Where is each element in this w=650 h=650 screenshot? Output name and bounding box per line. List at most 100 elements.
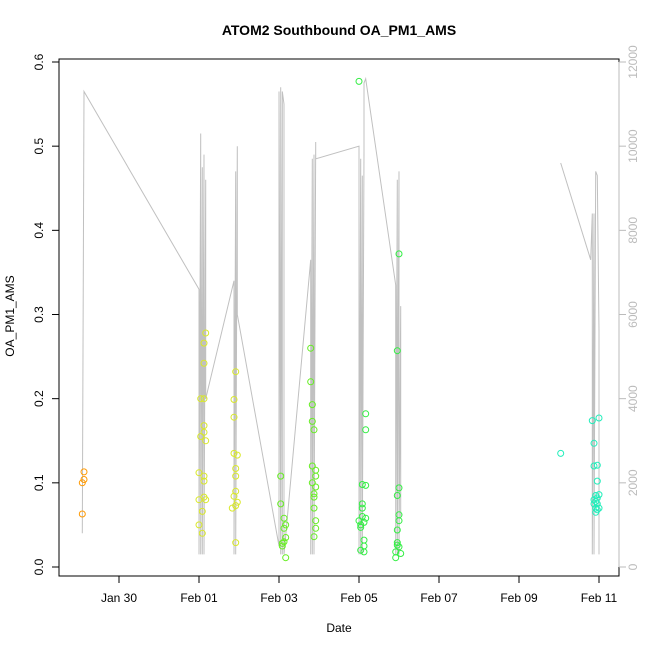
y2-axis: 0 2000 4000 6000 8000 10000 12000 xyxy=(618,45,640,570)
data-point xyxy=(233,451,241,459)
data-point xyxy=(280,538,288,546)
data-point xyxy=(78,479,86,487)
x-tick-label: Feb 03 xyxy=(260,591,298,605)
data-point xyxy=(230,396,238,403)
data-point xyxy=(200,477,208,485)
y2-tick-label: 0 xyxy=(626,563,640,570)
data-point xyxy=(232,368,240,376)
data-point xyxy=(197,433,205,440)
data-point xyxy=(362,410,370,418)
data-point xyxy=(282,521,290,529)
data-point xyxy=(232,487,240,495)
data-point xyxy=(233,498,241,506)
y-tick-label: 0.4 xyxy=(32,222,46,239)
data-point xyxy=(395,517,403,525)
data-point xyxy=(202,329,210,337)
data-point xyxy=(362,481,370,489)
data-point xyxy=(593,506,601,514)
data-point xyxy=(355,517,363,525)
data-point xyxy=(392,554,400,562)
data-point xyxy=(310,504,318,512)
data-point xyxy=(80,476,88,483)
data-point xyxy=(230,449,238,457)
data-point xyxy=(232,502,240,510)
data-point xyxy=(357,523,365,531)
data-point xyxy=(307,344,315,352)
data-point xyxy=(200,422,208,430)
data-point xyxy=(590,462,598,470)
x-tick-label: Feb 07 xyxy=(420,591,458,605)
data-point xyxy=(282,554,290,562)
data-point xyxy=(308,462,316,470)
data-point xyxy=(595,504,603,512)
data-point xyxy=(395,543,403,551)
data-point xyxy=(280,524,288,532)
x-tick-label: Feb 09 xyxy=(500,591,538,605)
data-point xyxy=(312,472,320,480)
data-point xyxy=(230,492,238,500)
data-point xyxy=(308,401,316,409)
y-tick-label: 0.0 xyxy=(32,558,46,575)
data-point xyxy=(200,428,208,436)
data-point xyxy=(282,534,290,541)
data-point xyxy=(195,469,203,477)
y-tick-label: 0.2 xyxy=(32,390,46,407)
data-point xyxy=(310,490,318,498)
y-tick-label: 0.1 xyxy=(32,474,46,491)
x-tick-label: Jan 30 xyxy=(101,591,137,605)
y-tick-label: 0.6 xyxy=(32,53,46,70)
data-point xyxy=(232,472,240,480)
data-point xyxy=(592,504,600,512)
x-tick-label: Feb 05 xyxy=(340,591,378,605)
data-point xyxy=(395,484,403,492)
y2-tick-label: 6000 xyxy=(626,301,640,328)
x-tick-label: Feb 11 xyxy=(581,591,618,605)
y-tick-label: 0.3 xyxy=(32,306,46,323)
data-point xyxy=(397,550,405,557)
x-axis-label: Date xyxy=(326,621,352,635)
data-point xyxy=(588,417,596,425)
y-tick-label: 0.5 xyxy=(32,138,46,155)
plot-frame xyxy=(58,58,620,577)
data-point xyxy=(392,548,400,556)
data-point xyxy=(362,426,370,434)
data-point xyxy=(557,449,565,457)
data-point xyxy=(198,507,206,515)
data-point xyxy=(200,359,208,367)
data-point xyxy=(312,524,320,532)
data-point xyxy=(78,510,86,518)
x-tick-label: Feb 01 xyxy=(180,591,218,605)
x-axis: Jan 30 Feb 01 Feb 03 Feb 05 Feb 07 Feb 09 Feb … xyxy=(101,575,618,605)
data-point xyxy=(362,514,370,522)
y2-tick-label: 12000 xyxy=(626,45,640,79)
data-point xyxy=(590,439,598,447)
data-point xyxy=(200,339,208,347)
secondary-line-2 xyxy=(560,162,600,555)
data-point xyxy=(232,539,240,547)
data-point xyxy=(360,548,368,556)
data-point xyxy=(393,541,401,549)
data-point xyxy=(307,378,315,386)
data-point xyxy=(312,517,320,525)
data-point xyxy=(277,500,285,508)
data-point xyxy=(393,539,401,547)
y2-tick-label: 10000 xyxy=(626,129,640,163)
y-axis-label: OA_PM1_AMS xyxy=(3,275,17,356)
data-point xyxy=(360,518,368,526)
data-point xyxy=(278,539,286,547)
data-point xyxy=(280,514,288,522)
points-layer xyxy=(78,77,603,562)
data-point xyxy=(200,472,208,480)
data-point xyxy=(310,493,318,501)
data-point xyxy=(230,413,238,421)
secondary-line xyxy=(81,76,402,555)
data-point xyxy=(310,426,318,434)
data-point xyxy=(198,529,206,537)
y2-tick-label: 8000 xyxy=(626,217,640,244)
data-point xyxy=(355,77,363,85)
y2-tick-label: 4000 xyxy=(626,385,640,412)
data-point xyxy=(595,491,603,499)
data-point xyxy=(202,437,210,445)
data-point xyxy=(202,496,210,504)
data-point xyxy=(308,479,316,487)
